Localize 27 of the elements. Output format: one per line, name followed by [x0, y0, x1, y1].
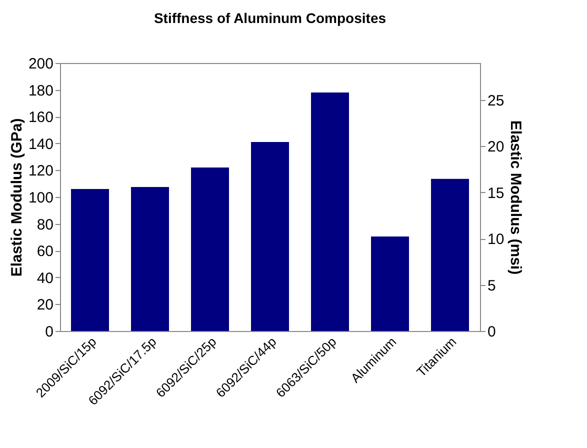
- bar: [311, 92, 349, 331]
- bar: [431, 178, 469, 331]
- y2-tick-label: 10: [488, 231, 504, 248]
- y-tick-label: 100: [28, 190, 54, 206]
- y-tick-label: 60: [36, 243, 54, 260]
- bar: [131, 186, 169, 331]
- bar: [251, 142, 289, 331]
- y2-tick-label: 15: [488, 184, 504, 202]
- y2-axis-title: Elastic Modulus (msi): [507, 120, 524, 275]
- y-tick-label: 200: [28, 56, 54, 72]
- chart-title: Stiffness of Aluminum Composites: [154, 10, 386, 26]
- y2-tick-label: 20: [488, 138, 504, 156]
- bar: [191, 168, 229, 331]
- y-tick-label: 20: [36, 296, 54, 314]
- y-tick-label: 80: [36, 216, 54, 234]
- y-tick-label: 160: [28, 109, 54, 126]
- y2-tick-label: 25: [488, 92, 504, 110]
- y-tick-label: 120: [28, 162, 54, 180]
- y-tick-label: 180: [28, 82, 54, 100]
- y-axis-title: Elastic Modulus (GPa): [8, 118, 26, 277]
- bar: [371, 236, 409, 331]
- y-tick-label: 140: [28, 136, 54, 153]
- y2-tick-label: 0: [488, 324, 496, 340]
- y2-tick-label: 5: [488, 277, 496, 294]
- y-tick-label: 40: [36, 270, 54, 287]
- bar: [71, 188, 109, 331]
- y-tick-label: 0: [45, 324, 54, 340]
